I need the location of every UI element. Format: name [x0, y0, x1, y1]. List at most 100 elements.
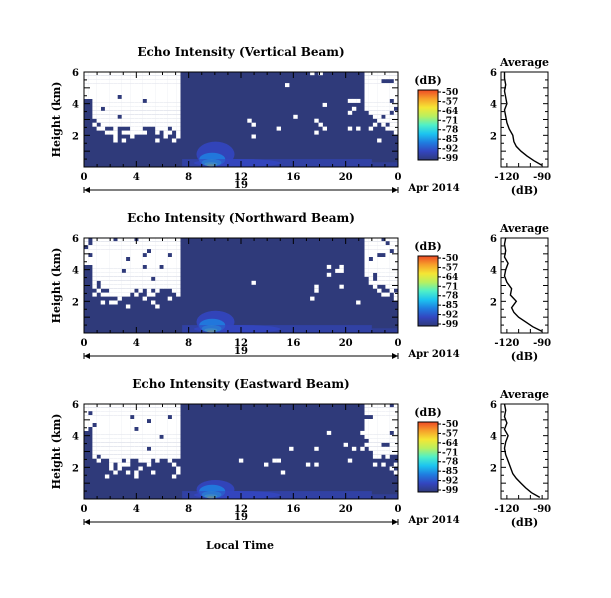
day-label: 19: [234, 512, 248, 523]
average-y-tick-label: 6: [490, 68, 497, 79]
heatmap: [84, 403, 399, 499]
colorbar-tick-label: -99: [442, 154, 458, 164]
date-label: Apr 2014: [407, 183, 459, 194]
average-x-tick-label: -90: [533, 338, 551, 349]
day-label: 19: [234, 346, 248, 357]
colorbar-tick-label: -85: [442, 467, 458, 477]
colorbar-tick-label: -71: [442, 282, 458, 292]
x-axis-label: Local Time: [206, 539, 274, 552]
panel-2: Echo Intensity (Northward Beam) 0 4 8 12 16 20…: [50, 211, 551, 363]
average-frame: [500, 237, 549, 334]
colorbar-tick-label: -99: [442, 320, 458, 330]
average-y-tick-label: 2: [490, 131, 497, 142]
colorbar-tick-label: -57: [442, 97, 458, 107]
boundary-layer-band: [182, 159, 372, 167]
colorbar-tick-label: -78: [442, 126, 458, 136]
x-tick-label: 0: [395, 172, 402, 183]
average-y-tick-label: 4: [490, 432, 497, 443]
x-tick-label: 0: [81, 504, 88, 515]
average-panel: Average 2 4 6 -120 -90(dB): [490, 222, 551, 363]
average-profile-line: [503, 403, 541, 499]
colorbar-tick-label: -92: [442, 477, 458, 487]
average-title: Average: [499, 222, 549, 235]
average-title: Average: [499, 56, 549, 69]
day-bar-arrow-right: [392, 519, 398, 525]
colorbar-tick-label: -57: [442, 429, 458, 439]
average-x-label: (dB): [511, 184, 538, 197]
colorbar: [417, 421, 439, 493]
average-x-tick-label: -120: [494, 172, 519, 183]
chart-title: Echo Intensity (Vertical Beam): [137, 45, 344, 59]
colorbar-unit: (dB): [414, 406, 441, 419]
chart-title: Echo Intensity (Eastward Beam): [132, 377, 349, 391]
x-tick-label: 0: [81, 172, 88, 183]
x-tick-label: 12: [234, 504, 248, 515]
y-tick-label: 2: [72, 297, 79, 308]
date-label: Apr 2014: [407, 515, 459, 526]
colorbar-tick-label: -85: [442, 135, 458, 145]
noise-region: [84, 237, 399, 309]
day-bar-arrow-left: [84, 519, 90, 525]
average-frame: [500, 403, 549, 500]
average-y-tick-label: 4: [490, 100, 497, 111]
y-axis-label: Height (km): [50, 248, 63, 324]
x-tick-label: 20: [339, 338, 353, 349]
colorbar-unit: (dB): [414, 74, 441, 87]
y-tick-label: 2: [72, 463, 79, 474]
y-axis-label: Height (km): [50, 414, 63, 490]
colorbar-tick-label: -78: [442, 292, 458, 302]
x-tick-label: 12: [234, 338, 248, 349]
x-tick-label: 20: [339, 504, 353, 515]
colorbar-tick-label: -78: [442, 458, 458, 468]
colorbar-unit: (dB): [414, 240, 441, 253]
average-x-tick-label: -90: [533, 172, 551, 183]
colorbar-tick-label: -71: [442, 448, 458, 458]
x-tick-label: 16: [286, 504, 300, 515]
noise-region: [84, 403, 399, 479]
average-x-tick-label: -90: [533, 504, 551, 515]
heatmap: [84, 237, 399, 333]
day-bar-arrow-right: [392, 353, 398, 359]
colorbar-tick-label: -57: [442, 263, 458, 273]
x-tick-label: 16: [286, 338, 300, 349]
y-tick-label: 4: [72, 266, 79, 277]
average-x-label: (dB): [511, 516, 538, 529]
average-y-tick-label: 6: [490, 234, 497, 245]
average-title: Average: [499, 388, 549, 401]
average-y-tick-label: 4: [490, 266, 497, 277]
chart-title: Echo Intensity (Northward Beam): [127, 211, 355, 225]
y-tick-label: 6: [72, 400, 79, 411]
colorbar-tick-label: -71: [442, 116, 458, 126]
colorbar-tick-label: -50: [442, 88, 458, 98]
colorbar-tick-label: -92: [442, 311, 458, 321]
average-profile-line: [503, 237, 543, 333]
y-tick-label: 4: [72, 432, 79, 443]
colorbar-tick-label: -50: [442, 420, 458, 430]
x-tick-label: 20: [339, 172, 353, 183]
average-x-label: (dB): [511, 350, 538, 363]
y-tick-label: 6: [72, 68, 79, 79]
colorbar-tick-label: -64: [442, 439, 458, 449]
average-y-tick-label: 2: [490, 297, 497, 308]
y-tick-label: 2: [72, 131, 79, 142]
boundary-layer-band: [182, 491, 372, 499]
day-bar-arrow-right: [392, 187, 398, 193]
x-tick-label: 4: [133, 504, 140, 515]
colorbar-tick-label: -64: [442, 273, 458, 283]
y-tick-label: 4: [72, 100, 79, 111]
panel-3: Echo Intensity (Eastward Beam) 0 4 8 12 16 20 0…: [50, 377, 551, 529]
x-tick-label: 8: [185, 504, 192, 515]
x-tick-label: 4: [133, 172, 140, 183]
y-axis-label: Height (km): [50, 82, 63, 158]
day-bar-arrow-left: [84, 353, 90, 359]
x-tick-label: 4: [133, 338, 140, 349]
x-tick-label: 16: [286, 172, 300, 183]
average-panel: Average 2 4 6 -120 -90(dB): [490, 56, 551, 197]
colorbar-tick-label: -85: [442, 301, 458, 311]
day-bar-arrow-left: [84, 187, 90, 193]
x-tick-label: 8: [185, 338, 192, 349]
day-label: 19: [234, 180, 248, 191]
panel-1: Echo Intensity (Vertical Beam) 0 4 8 12 16 20 0…: [50, 45, 551, 197]
x-tick-label: 0: [395, 338, 402, 349]
